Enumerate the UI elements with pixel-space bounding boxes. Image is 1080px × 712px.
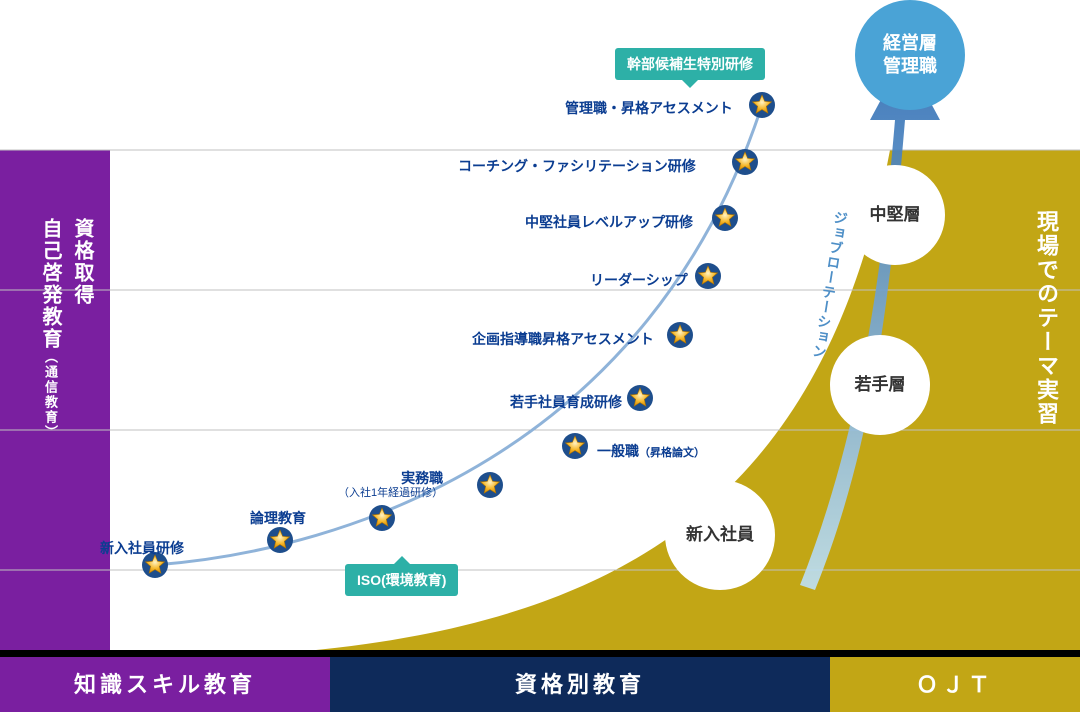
bottom-band: 資格別教育 [330,657,830,712]
left-label-qualification: 資格取得 [68,218,97,306]
right-label-ojt-theme: 現場でのテーマ実習 [1030,210,1062,426]
level-circle: 中堅層 [845,165,945,265]
step-label: 中堅社員レベルアップ研修 [525,214,693,231]
level-circle: 経営層 管理職 [855,0,965,110]
step-label: コーチング・ファシリテーション研修 [458,158,696,175]
baseline [0,650,1080,657]
bottom-band: ＯＪＴ [830,657,1080,712]
left-label-selfdev: 自己啓発教育（通信教育） [36,218,65,440]
step-label: 企画指導職昇格アセスメント [472,331,654,348]
level-circle: 若手層 [830,335,930,435]
step-label: 管理職・昇格アセスメント [565,100,733,117]
step-label: 一般職（昇格論文） [597,443,705,460]
step-label: 論理教育 [250,510,306,527]
step-label: 新入社員研修 [100,540,184,557]
callout: 幹部候補生特別研修 [615,48,765,80]
step-label: 若手社員育成研修 [510,394,622,411]
left-label-selfdev-main: 自己啓発教育 [39,218,61,350]
diagram-stage: 知識スキル教育資格別教育ＯＪＴ 資格取得 自己啓発教育（通信教育） 現場でのテー… [0,0,1080,712]
step-label: 実務職（入社1年経過研修） [338,470,443,500]
callout: ISO(環境教育) [345,564,458,596]
step-label: リーダーシップ [590,272,688,289]
bottom-band: 知識スキル教育 [0,657,330,712]
left-label-selfdev-sub: （通信教育） [43,350,58,440]
level-circle: 新入社員 [665,480,775,590]
